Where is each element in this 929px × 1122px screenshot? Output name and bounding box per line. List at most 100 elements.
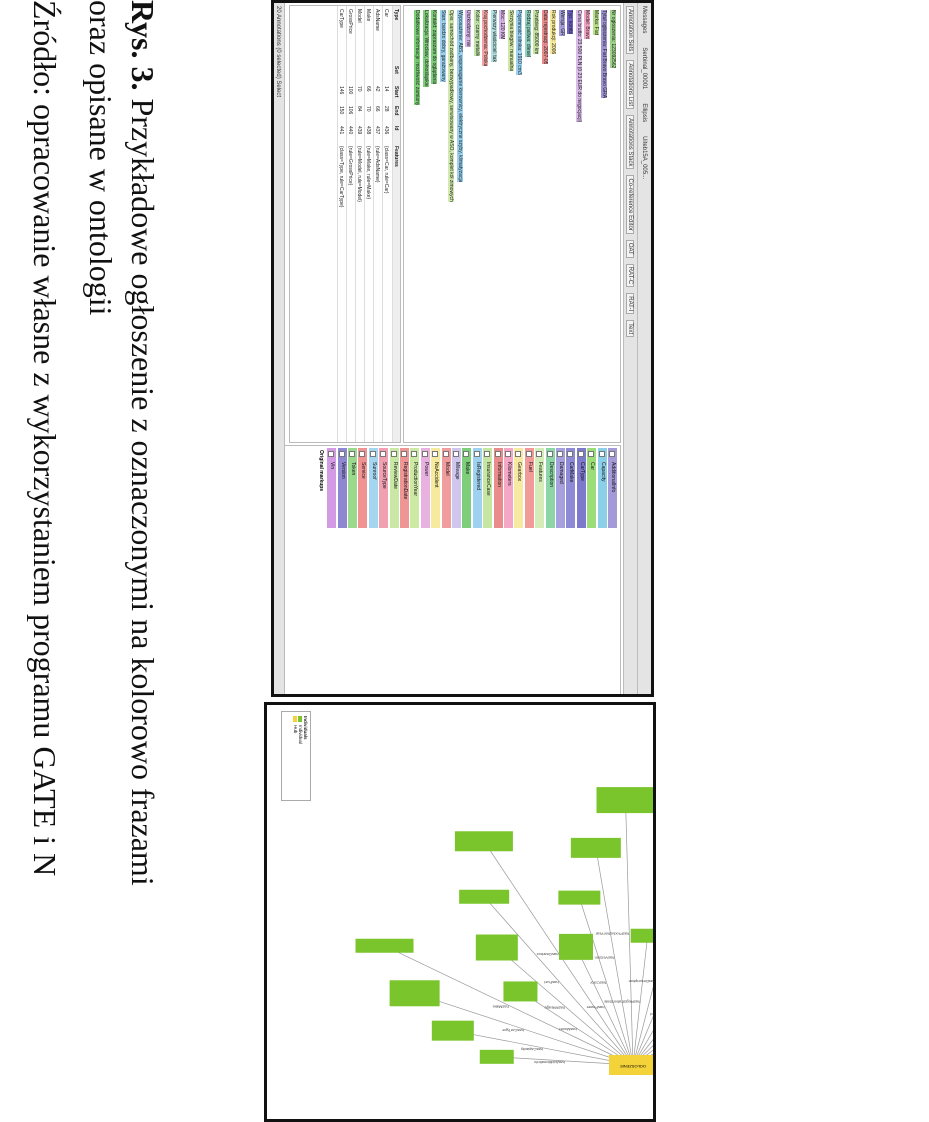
annotation-type-checkbox[interactable]: NoAccident <box>431 448 441 528</box>
gate-annotation-types[interactable]: AdditionalInfo Capacity Car CarType CarMake D… <box>283 445 621 695</box>
view-button[interactable]: RAT-I <box>626 293 634 315</box>
graph-individual-node[interactable] <box>596 787 653 814</box>
table-column-header[interactable]: Start <box>393 86 399 98</box>
annotation-type-checkbox[interactable]: ReviewDate <box>389 448 399 528</box>
table-column-header[interactable]: Type <box>393 9 399 21</box>
table-cell: 146 <box>338 86 344 95</box>
table-cell: AdsName <box>374 9 380 31</box>
annotated-text-line: Uszkodzony: nie <box>465 10 472 47</box>
gate-annotation-panel: Messages Serbinal_00001 Ellipsis Uiteb15A_0… <box>271 0 654 697</box>
graph-individual-node[interactable] <box>479 1049 514 1064</box>
graph-individual-node[interactable] <box>459 889 510 904</box>
graph-edge <box>579 897 634 1066</box>
annotated-text-line: Typ: kombi <box>567 10 574 35</box>
view-button[interactable]: Annotations Stack <box>626 115 634 170</box>
highlighted-phrase: Kontakt: zapraszam do oglądania <box>431 10 438 85</box>
annotation-type-checkbox[interactable]: ProductionYear <box>410 448 420 528</box>
ontology-graph[interactable]: hasAdditionalInfo hasCapacity hasCarType ha… <box>267 705 653 1119</box>
graph-edge <box>520 991 634 1066</box>
annotation-type-checkbox[interactable]: Mileage <box>452 448 461 528</box>
figure-caption-line1: Rys. 3. Przykładowe ogłoszenie z oznaczo… <box>124 0 161 886</box>
gate-document-tabs[interactable]: Messages Serbinal_00001 Ellipsis Uiteb15A_0… <box>637 3 651 694</box>
table-cell: 70 <box>356 86 362 92</box>
annotation-type-checkbox[interactable]: Kilometers <box>504 448 513 528</box>
annotation-type-checkbox[interactable]: Damaged <box>556 448 565 528</box>
view-button[interactable]: Text <box>626 320 634 338</box>
document-tab[interactable]: Ellipsis <box>641 103 647 123</box>
graph-individual-node[interactable] <box>630 928 653 943</box>
gate-annotation-table[interactable]: Type Set Start End Id Features Car 14 28 436 {clas… <box>289 5 401 443</box>
graph-individual-node[interactable] <box>475 934 518 961</box>
annotation-type-checkbox[interactable]: CarType <box>576 448 586 528</box>
annotation-type-checkbox[interactable]: Description <box>545 448 555 528</box>
gate-view-buttons[interactable]: Annotation Sets Annotations List Annotatio… <box>623 3 637 694</box>
annotation-type-checkbox[interactable]: Information <box>493 448 503 528</box>
table-column-header[interactable]: End <box>393 106 399 116</box>
table-cell: {rule=AdsName} <box>374 146 380 183</box>
document-tab[interactable]: Serbinal_00001 <box>641 47 647 90</box>
view-button[interactable]: Annotation Sets <box>626 6 634 55</box>
legend-swatch-individual <box>298 716 303 722</box>
annotation-type-checkbox[interactable]: IsRegistered <box>472 448 482 528</box>
table-column-header[interactable]: Features <box>393 146 399 167</box>
table-cell: {class=Car, rule=Car} <box>383 146 389 194</box>
legend-title: Individuals <box>303 716 308 740</box>
annotation-type-checkbox[interactable]: RegistrationDate <box>400 448 409 528</box>
graph-individual-node[interactable] <box>454 831 513 852</box>
view-button[interactable]: OAT <box>626 239 634 258</box>
table-cell: 42 <box>374 86 380 92</box>
ontology-graph-panel: hasAdditionalInfo hasCapacity hasCarType ha… <box>264 702 656 1122</box>
highlighted-phrase: Data rejestracji: 2007-05 <box>542 10 548 65</box>
graph-individual-node[interactable] <box>558 933 593 960</box>
annotation-type-checkbox[interactable]: AdditionalInfo <box>608 448 617 528</box>
annotation-type-checkbox[interactable]: Fuel <box>524 448 534 528</box>
graph-individual-node[interactable] <box>431 1020 474 1041</box>
view-button[interactable]: Annotations List <box>626 60 634 110</box>
annotation-type-checkbox[interactable]: Car <box>587 448 597 528</box>
table-column-header[interactable]: Id <box>393 126 399 131</box>
table-column-header[interactable]: Set <box>393 66 399 74</box>
annotation-type-checkbox[interactable]: Sunroof <box>368 448 378 528</box>
annotation-type-checkbox[interactable]: Token <box>348 448 357 528</box>
annotation-type-checkbox[interactable]: Features <box>535 448 545 528</box>
document-tab[interactable]: Messages <box>641 6 647 34</box>
table-cell: 150 <box>338 106 344 115</box>
graph-individual-node[interactable] <box>389 980 440 1007</box>
table-row[interactable]: GrossPrice 100 106 440 {rule=GrossPrice} <box>346 6 354 442</box>
annotation-type-checkbox[interactable]: Capacity <box>597 448 607 528</box>
annotation-type-checkbox[interactable]: Make <box>462 448 472 528</box>
graph-individual-node[interactable] <box>570 837 621 858</box>
annotation-type-checkbox[interactable]: Vin <box>327 448 337 528</box>
graph-hub-node[interactable] <box>609 1055 653 1075</box>
annotation-type-checkbox[interactable]: InsuranceCase <box>483 448 493 528</box>
annotation-type-checkbox[interactable]: CarMake <box>566 448 576 528</box>
annotation-type-checkbox[interactable]: Service <box>358 448 368 528</box>
table-row[interactable]: Make 66 70 438 {rule=Make, rule=Make} <box>364 6 372 442</box>
annotation-type-checkbox[interactable]: Version <box>337 448 347 528</box>
view-button[interactable]: RAT-C <box>626 263 634 288</box>
table-row[interactable]: AdsName 42 66 437 {rule=AdsName} <box>373 6 381 442</box>
annotation-type-checkbox[interactable]: Model <box>441 448 451 528</box>
highlighted-phrase: Dodatkowe informacje: możliwość zamiany <box>414 10 421 106</box>
graph-individual-node[interactable] <box>503 981 538 1002</box>
view-button[interactable]: Co-reference Editor <box>626 175 634 234</box>
graph-individual-node[interactable] <box>558 890 601 905</box>
annotation-type-checkbox[interactable]: Gearbox <box>514 448 524 528</box>
table-row[interactable]: CarType 146 150 441 {class=Type, rule=CarTyp… <box>337 6 345 442</box>
table-row[interactable]: Car 14 28 436 {class=Car, rule=Car} <box>382 6 390 442</box>
graph-edge-label: hasModel <box>559 1027 576 1032</box>
table-cell: {rule=Model, rule=Model} <box>356 146 362 202</box>
annotation-type-checkbox[interactable]: SourceType <box>379 448 389 528</box>
annotated-text-line: Wersja: GR <box>558 10 565 36</box>
graph-individual-node[interactable] <box>355 938 414 953</box>
annotated-text-line: Tytuł ogłoszenia: Fiat Bravo Bravo GRA <box>601 10 608 99</box>
document-tab[interactable]: Uiteb15A_005... <box>641 136 647 180</box>
gate-text-pane[interactable]: Nr ogłoszenia: 123092562 Tytuł ogłoszenia… <box>403 5 621 443</box>
table-row[interactable]: Model 70 84 439 {rule=Model, rule=Model} <box>355 6 363 442</box>
graph-edge-label: hasMake <box>492 1004 509 1009</box>
highlighted-phrase: Tytuł ogłoszenia: Fiat Bravo Bravo GRA <box>601 10 608 99</box>
original-markups-label[interactable]: Original markups <box>317 450 324 492</box>
annotation-type-checkbox[interactable]: Power <box>420 448 430 528</box>
figure-label: Rys. 3. <box>125 0 161 91</box>
highlighted-phrase: Stan: bardzo dobry, garażowany <box>440 10 446 82</box>
